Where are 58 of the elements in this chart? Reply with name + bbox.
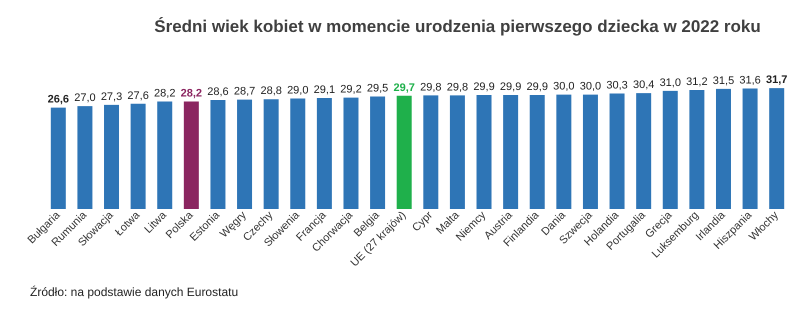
data-label: 29,8: [420, 81, 442, 94]
bar: [662, 90, 678, 209]
data-label: 29,0: [287, 84, 308, 96]
bar: [104, 104, 120, 209]
data-label: 29,9: [500, 81, 522, 94]
data-label: 29,9: [473, 81, 495, 94]
data-label: 31,2: [686, 76, 708, 88]
bar: [370, 96, 386, 209]
bar: [716, 88, 731, 209]
data-label: 31,6: [739, 74, 761, 87]
bar: [184, 101, 199, 209]
bar: [343, 98, 358, 209]
bar: [396, 96, 412, 209]
chart-title: Średni wiek kobiet w momencie urodzenia pierwszego dziecka w 2022 roku: [154, 16, 761, 36]
data-label: 28,8: [260, 85, 282, 98]
bar: [423, 95, 438, 209]
data-label: 30,0: [580, 80, 602, 93]
data-label: 31,7: [766, 74, 788, 86]
data-label: 30,0: [553, 80, 575, 93]
bar: [237, 100, 252, 209]
data-label: 28,2: [154, 87, 176, 100]
data-label: 29,7: [393, 82, 415, 94]
data-label: 27,0: [74, 92, 96, 104]
data-label: 30,3: [606, 79, 628, 92]
bar: [50, 108, 66, 209]
bar: [210, 100, 226, 209]
bar: [290, 98, 306, 209]
text: Źródło: na podstawie danych Eurostatu: [30, 285, 238, 299]
bar: [742, 88, 758, 209]
data-label: 29,8: [446, 81, 468, 94]
data-label: 29,1: [314, 84, 336, 96]
bar: [610, 93, 625, 209]
data-label: 29,2: [340, 84, 362, 96]
bar: [77, 106, 92, 209]
data-label: 29,9: [526, 81, 548, 94]
bar: [450, 95, 465, 209]
bar: [636, 93, 652, 209]
data-label: 27,6: [127, 90, 149, 102]
bar: [582, 94, 598, 209]
data-label: 30,4: [632, 79, 654, 92]
data-label: 28,7: [234, 86, 256, 98]
data-label: 28,6: [207, 86, 229, 98]
data-label: 31,5: [712, 74, 734, 87]
data-label: 28,2: [180, 87, 202, 100]
bar: [476, 95, 492, 209]
data-label: 31,0: [660, 76, 681, 89]
bar: [157, 101, 172, 209]
bar: [769, 88, 784, 209]
data-label: 29,5: [366, 82, 388, 95]
bar: [264, 99, 279, 209]
data-label: 26,6: [48, 94, 70, 106]
bar: [130, 104, 146, 209]
bar: [556, 94, 572, 209]
bar: [689, 90, 704, 209]
bar: [316, 98, 332, 209]
bar: [503, 95, 518, 209]
data-label: 27,3: [100, 90, 122, 103]
bar: [530, 95, 545, 209]
